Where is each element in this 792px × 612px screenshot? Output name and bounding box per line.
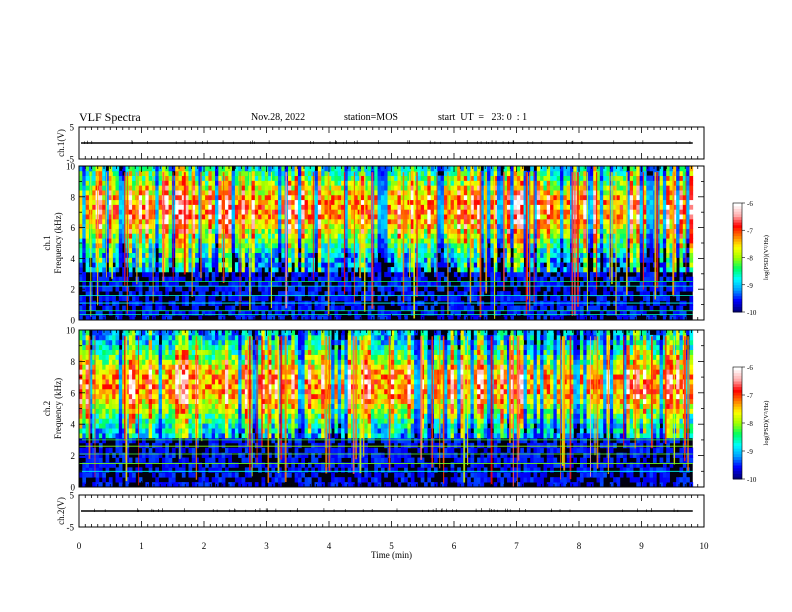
ch1-spectrogram-ytick-label: 10 xyxy=(66,162,76,172)
ch2-spectrogram-ylabel-freq: Frequency (kHz) xyxy=(53,378,63,439)
xtick-label: 4 xyxy=(327,541,332,551)
ch1-spectrogram-colorbar-tick: -10 xyxy=(747,309,757,317)
ch1-spectrogram-ytick-label: 6 xyxy=(71,223,76,233)
ch2-waveform-ytick-label: -5 xyxy=(67,523,75,533)
ch2-spectrogram-colorbar: -6 -7 -8 -9 -10 log(PSD)(V²/Hz) xyxy=(732,364,770,484)
ch1-spectrogram-colorbar-tick: -9 xyxy=(747,282,753,290)
ch2-spectrogram-colorbar-label: log(PSD)(V²/Hz) xyxy=(763,401,770,446)
xtick-label: 1 xyxy=(139,541,144,551)
start-time-label: start UT = 23: 0 : 1 xyxy=(438,112,528,123)
ch1-spectrogram-cells xyxy=(79,166,694,321)
ch1-spectrogram-colorbar-tick: -7 xyxy=(747,227,753,235)
ch2-spectrogram-ytick-label: 6 xyxy=(71,388,76,398)
ch2-waveform-ylabel: ch.2(V) xyxy=(56,497,66,525)
ch2-spectrogram-ytick-label: 0 xyxy=(71,483,76,493)
ch2-waveform-ytick-label: 5 xyxy=(70,491,75,501)
ch1-waveform-ylabel: ch.1(V) xyxy=(56,129,66,157)
ch1-spectrogram-panel: 0 2 4 6 8 10 ch.1 Frequency (kHz) -6 -7 -8 -9 -10 log… xyxy=(42,162,770,326)
ch1-spectrogram-colorbar: -6 -7 -8 -9 -10 log(PSD)(V²/Hz) xyxy=(732,200,770,317)
ch2-spectrogram-ytick-label: 2 xyxy=(71,451,76,461)
xtick-label: 0 xyxy=(77,541,82,551)
ch1-spectrogram-ylabel-freq: Frequency (kHz) xyxy=(53,212,63,273)
ch1-spectrogram-colorbar-tick: -8 xyxy=(747,255,753,263)
ch1-spectrogram-ytick-label: 8 xyxy=(71,192,76,202)
x-axis-label: Time (min) xyxy=(371,550,412,560)
date-label: Nov.28, 2022 xyxy=(251,112,306,123)
xtick-label: 10 xyxy=(700,541,710,551)
ch2-spectrogram-colorbar-tick: -6 xyxy=(747,364,753,372)
xtick-label: 6 xyxy=(452,541,457,551)
ch2-spectrogram-colorbar-tick: -10 xyxy=(747,476,757,484)
xtick-label: 2 xyxy=(202,541,207,551)
xtick-label: 5 xyxy=(389,541,394,551)
ch2-spectrogram-cells xyxy=(79,330,694,488)
ch2-waveform-panel: 5 -5ch.2(V) xyxy=(56,491,705,533)
xtick-label: 9 xyxy=(639,541,644,551)
ch2-spectrogram-ytick-label: 4 xyxy=(71,420,76,430)
ch2-spectrogram-ytick-label: 10 xyxy=(66,326,76,336)
ch1-spectrogram-colorbar-label: log(PSD)(V²/Hz) xyxy=(763,235,770,280)
xtick-label: 3 xyxy=(264,541,269,551)
ch1-spectrogram-ylabel-channel: ch.1 xyxy=(42,235,52,250)
ch2-spectrogram-panel: 0 2 4 6 8 10 ch.2 Frequency (kHz) -6 -7 -8 -9 -10 log… xyxy=(42,326,770,493)
ch2-spectrogram-ylabel-channel: ch.2 xyxy=(42,401,52,416)
xtick-label: 8 xyxy=(577,541,582,551)
ch2-spectrogram-colorbar-tick: -8 xyxy=(747,420,753,428)
ch1-waveform-ytick-label: 5 xyxy=(70,123,75,133)
ch1-spectrogram-ytick-label: 0 xyxy=(71,316,76,326)
ch2-spectrogram-ytick-label: 8 xyxy=(71,357,76,367)
ch1-spectrogram-ytick-label: 2 xyxy=(71,285,76,295)
xtick-label: 7 xyxy=(514,541,519,551)
ch2-spectrogram-colorbar-tick: -7 xyxy=(747,392,753,400)
figure-title: VLF Spectra xyxy=(79,110,141,124)
ch2-spectrogram-colorbar-tick: -9 xyxy=(747,448,753,456)
ch1-waveform-panel: 5 -5ch.1(V) xyxy=(56,123,705,165)
station-label: station=MOS xyxy=(344,112,398,123)
ch1-spectrogram-colorbar-tick: -6 xyxy=(747,200,753,208)
ch1-waveform-ytick-label: -5 xyxy=(67,155,75,165)
ch1-spectrogram-ytick-label: 4 xyxy=(71,254,76,264)
